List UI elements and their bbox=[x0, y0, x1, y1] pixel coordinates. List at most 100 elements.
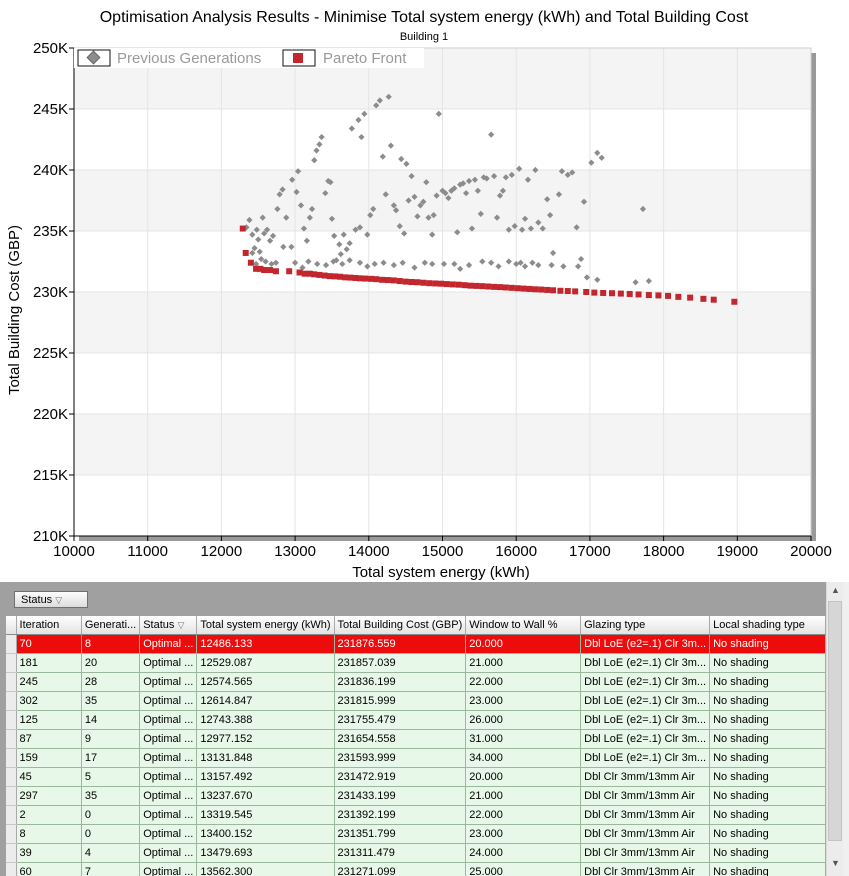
column-header-total-building-cost[interactable]: Total Building Cost (GBP) bbox=[334, 616, 467, 635]
cell-generation[interactable]: 7 bbox=[81, 862, 141, 876]
cell-status[interactable]: Optimal ... bbox=[139, 767, 198, 787]
cell-status[interactable]: Optimal ... bbox=[139, 634, 198, 654]
row-header[interactable] bbox=[6, 862, 17, 876]
scrollbar-thumb[interactable] bbox=[828, 601, 842, 841]
cell-local-shading-type[interactable]: No shading bbox=[709, 748, 826, 768]
cell-total-building-cost[interactable]: 231392.199 bbox=[334, 805, 467, 825]
column-header-total-system-energy[interactable]: Total system energy (kWh) bbox=[196, 616, 335, 635]
cell-generation[interactable]: 8 bbox=[81, 634, 141, 654]
cell-total-building-cost[interactable]: 231857.039 bbox=[334, 653, 467, 673]
filter-icon[interactable]: ▽ bbox=[55, 595, 63, 605]
scroll-up-arrow-icon[interactable]: ▲ bbox=[831, 585, 840, 595]
cell-window-to-wall[interactable]: 24.000 bbox=[465, 843, 582, 863]
cell-status[interactable]: Optimal ... bbox=[139, 748, 198, 768]
cell-window-to-wall[interactable]: 25.000 bbox=[465, 862, 582, 876]
cell-local-shading-type[interactable]: No shading bbox=[709, 805, 826, 825]
column-header-status[interactable]: Status ▽ bbox=[139, 616, 198, 635]
column-header-iteration[interactable]: Iteration bbox=[16, 616, 82, 635]
cell-window-to-wall[interactable]: 20.000 bbox=[465, 634, 582, 654]
table-row[interactable]: 181 20 Optimal ... 12529.087 231857.039 21.00… bbox=[6, 653, 826, 673]
cell-generation[interactable]: 20 bbox=[81, 653, 141, 673]
cell-total-system-energy[interactable]: 13479.693 bbox=[196, 843, 335, 863]
cell-glazing-type[interactable]: Dbl LoE (e2=.1) Clr 3m... bbox=[580, 748, 711, 768]
row-header[interactable] bbox=[6, 634, 17, 654]
cell-iteration[interactable]: 39 bbox=[16, 843, 82, 863]
cell-total-building-cost[interactable]: 231271.099 bbox=[334, 862, 467, 876]
cell-generation[interactable]: 35 bbox=[81, 786, 141, 806]
cell-iteration[interactable]: 8 bbox=[16, 824, 82, 844]
cell-generation[interactable]: 5 bbox=[81, 767, 141, 787]
table-row[interactable]: 70 8 Optimal ... 12486.133 231876.559 20.000 D… bbox=[6, 634, 826, 654]
table-row[interactable]: 39 4 Optimal ... 13479.693 231311.479 24.000 D… bbox=[6, 843, 826, 863]
row-header[interactable] bbox=[6, 710, 17, 730]
cell-total-system-energy[interactable]: 13562.300 bbox=[196, 862, 335, 876]
cell-iteration[interactable]: 297 bbox=[16, 786, 82, 806]
cell-window-to-wall[interactable]: 31.000 bbox=[465, 729, 582, 749]
cell-generation[interactable]: 0 bbox=[81, 805, 141, 825]
cell-total-system-energy[interactable]: 13131.848 bbox=[196, 748, 335, 768]
cell-local-shading-type[interactable]: No shading bbox=[709, 672, 826, 692]
row-header[interactable] bbox=[6, 805, 17, 825]
cell-status[interactable]: Optimal ... bbox=[139, 805, 198, 825]
cell-glazing-type[interactable]: Dbl Clr 3mm/13mm Air bbox=[580, 786, 711, 806]
cell-window-to-wall[interactable]: 22.000 bbox=[465, 805, 582, 825]
cell-total-system-energy[interactable]: 12574.565 bbox=[196, 672, 335, 692]
cell-status[interactable]: Optimal ... bbox=[139, 691, 198, 711]
cell-glazing-type[interactable]: Dbl LoE (e2=.1) Clr 3m... bbox=[580, 710, 711, 730]
table-row[interactable]: 87 9 Optimal ... 12977.152 231654.558 31.000 D… bbox=[6, 729, 826, 749]
cell-local-shading-type[interactable]: No shading bbox=[709, 634, 826, 654]
table-row[interactable]: 45 5 Optimal ... 13157.492 231472.919 20.000 D… bbox=[6, 767, 826, 787]
column-header-generation[interactable]: Generati... bbox=[81, 616, 141, 635]
cell-local-shading-type[interactable]: No shading bbox=[709, 691, 826, 711]
cell-generation[interactable]: 4 bbox=[81, 843, 141, 863]
row-header[interactable] bbox=[6, 824, 17, 844]
cell-total-building-cost[interactable]: 231593.999 bbox=[334, 748, 467, 768]
cell-iteration[interactable]: 125 bbox=[16, 710, 82, 730]
cell-window-to-wall[interactable]: 20.000 bbox=[465, 767, 582, 787]
cell-status[interactable]: Optimal ... bbox=[139, 824, 198, 844]
cell-generation[interactable]: 17 bbox=[81, 748, 141, 768]
cell-glazing-type[interactable]: Dbl LoE (e2=.1) Clr 3m... bbox=[580, 634, 711, 654]
cell-total-system-energy[interactable]: 13157.492 bbox=[196, 767, 335, 787]
cell-local-shading-type[interactable]: No shading bbox=[709, 843, 826, 863]
cell-generation[interactable]: 9 bbox=[81, 729, 141, 749]
cell-status[interactable]: Optimal ... bbox=[139, 710, 198, 730]
group-status-chip[interactable]: Status ▽ bbox=[14, 591, 88, 608]
cell-iteration[interactable]: 2 bbox=[16, 805, 82, 825]
cell-glazing-type[interactable]: Dbl Clr 3mm/13mm Air bbox=[580, 824, 711, 844]
cell-iteration[interactable]: 60 bbox=[16, 862, 82, 876]
cell-iteration[interactable]: 45 bbox=[16, 767, 82, 787]
row-header[interactable] bbox=[6, 653, 17, 673]
cell-total-building-cost[interactable]: 231876.559 bbox=[334, 634, 467, 654]
row-header[interactable] bbox=[6, 691, 17, 711]
cell-local-shading-type[interactable]: No shading bbox=[709, 767, 826, 787]
cell-total-system-energy[interactable]: 12486.133 bbox=[196, 634, 335, 654]
column-header-local-shading-type[interactable]: Local shading type bbox=[709, 616, 826, 635]
cell-iteration[interactable]: 302 bbox=[16, 691, 82, 711]
column-header-window-to-wall[interactable]: Window to Wall % bbox=[465, 616, 582, 635]
table-row[interactable]: 245 28 Optimal ... 12574.565 231836.199 22.00… bbox=[6, 672, 826, 692]
cell-local-shading-type[interactable]: No shading bbox=[709, 653, 826, 673]
cell-generation[interactable]: 0 bbox=[81, 824, 141, 844]
row-header[interactable] bbox=[6, 767, 17, 787]
row-header[interactable] bbox=[6, 672, 17, 692]
cell-glazing-type[interactable]: Dbl LoE (e2=.1) Clr 3m... bbox=[580, 691, 711, 711]
cell-total-system-energy[interactable]: 13400.152 bbox=[196, 824, 335, 844]
cell-iteration[interactable]: 245 bbox=[16, 672, 82, 692]
cell-generation[interactable]: 28 bbox=[81, 672, 141, 692]
cell-glazing-type[interactable]: Dbl Clr 3mm/13mm Air bbox=[580, 767, 711, 787]
cell-iteration[interactable]: 159 bbox=[16, 748, 82, 768]
cell-glazing-type[interactable]: Dbl Clr 3mm/13mm Air bbox=[580, 862, 711, 876]
cell-window-to-wall[interactable]: 21.000 bbox=[465, 653, 582, 673]
table-row[interactable]: 125 14 Optimal ... 12743.388 231755.479 26.00… bbox=[6, 710, 826, 730]
table-row[interactable]: 297 35 Optimal ... 13237.670 231433.199 21.00… bbox=[6, 786, 826, 806]
row-header[interactable] bbox=[6, 748, 17, 768]
cell-local-shading-type[interactable]: No shading bbox=[709, 786, 826, 806]
cell-status[interactable]: Optimal ... bbox=[139, 786, 198, 806]
table-vertical-scrollbar[interactable]: ▲ ▼ bbox=[826, 582, 844, 876]
cell-status[interactable]: Optimal ... bbox=[139, 843, 198, 863]
cell-total-building-cost[interactable]: 231351.799 bbox=[334, 824, 467, 844]
cell-glazing-type[interactable]: Dbl LoE (e2=.1) Clr 3m... bbox=[580, 672, 711, 692]
table-row[interactable]: 60 7 Optimal ... 13562.300 231271.099 25.000 D… bbox=[6, 862, 826, 876]
cell-window-to-wall[interactable]: 22.000 bbox=[465, 672, 582, 692]
